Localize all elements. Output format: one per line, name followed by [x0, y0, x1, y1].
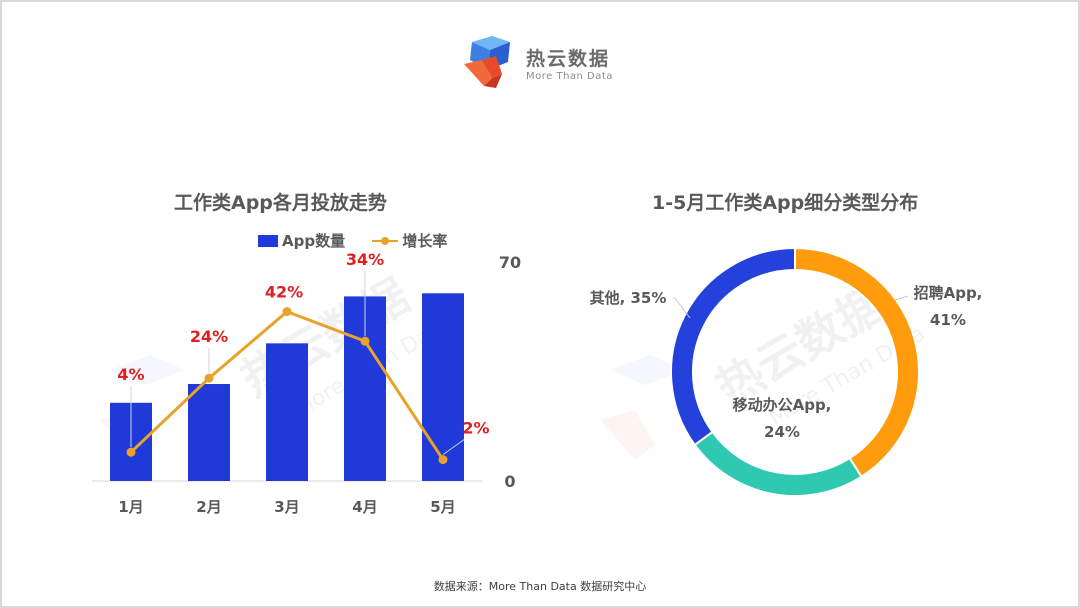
donut-leader-line: [673, 296, 691, 319]
growth-point-4: [360, 336, 370, 346]
donut-slice-2: [693, 430, 863, 497]
bar-3: [266, 343, 308, 481]
x-tick-label: 4月: [352, 498, 377, 516]
y-tick-label: 0: [504, 472, 515, 491]
brand-name: 热云数据: [526, 48, 611, 70]
growth-rate-label: 2%: [462, 419, 489, 438]
label-leader-line: [442, 439, 465, 456]
growth-point-3: [282, 307, 292, 317]
legend-line-swatch: [372, 235, 399, 247]
growth-rate-label: 4%: [117, 365, 144, 384]
growth-rate-label: 42%: [265, 283, 303, 302]
legend-line-label: 增长率: [402, 232, 448, 250]
x-tick-label: 5月: [430, 498, 455, 516]
brand-logo: 热云数据 More Than Data: [462, 34, 642, 92]
donut-slice-3: [670, 246, 796, 447]
donut-value-recruit: 41%: [930, 311, 966, 329]
x-tick-label: 2月: [196, 498, 221, 516]
donut-label-recruit: 招聘App,: [914, 284, 983, 302]
growth-point-1: [126, 447, 136, 457]
bar-5: [422, 293, 464, 481]
donut-leader-line: [894, 295, 909, 301]
donut-slice-1: [794, 246, 920, 479]
growth-rate-label: 34%: [346, 250, 384, 269]
growth-rate-label: 24%: [190, 327, 228, 346]
y-tick-label: 70: [499, 253, 521, 272]
bar-chart-title: 工作类App各月投放走势: [174, 192, 387, 214]
bar-2: [188, 384, 230, 481]
legend-bar-label: App数量: [282, 232, 346, 250]
legend-bar-swatch: [258, 234, 278, 247]
growth-point-5: [438, 455, 448, 465]
donut-value-office: 24%: [764, 423, 800, 441]
legend-item-bar: App数量: [258, 230, 345, 251]
brand-tagline: More Than Data: [526, 71, 613, 82]
data-source-footer: 数据来源：More Than Data 数据研究中心: [433, 580, 647, 593]
x-tick-label: 1月: [118, 498, 143, 516]
legend-item-line: 增长率: [372, 230, 447, 251]
cube-logo-icon: [464, 36, 510, 88]
growth-point-2: [204, 373, 214, 383]
donut-label-office: 移动办公App,: [733, 396, 832, 414]
bar-chart-legend: App数量 增长率: [258, 230, 469, 251]
x-tick-label: 3月: [274, 498, 299, 516]
donut-chart-title: 1-5月工作类App细分类型分布: [652, 192, 919, 214]
donut-label-other: 其他, 35%: [590, 289, 667, 307]
